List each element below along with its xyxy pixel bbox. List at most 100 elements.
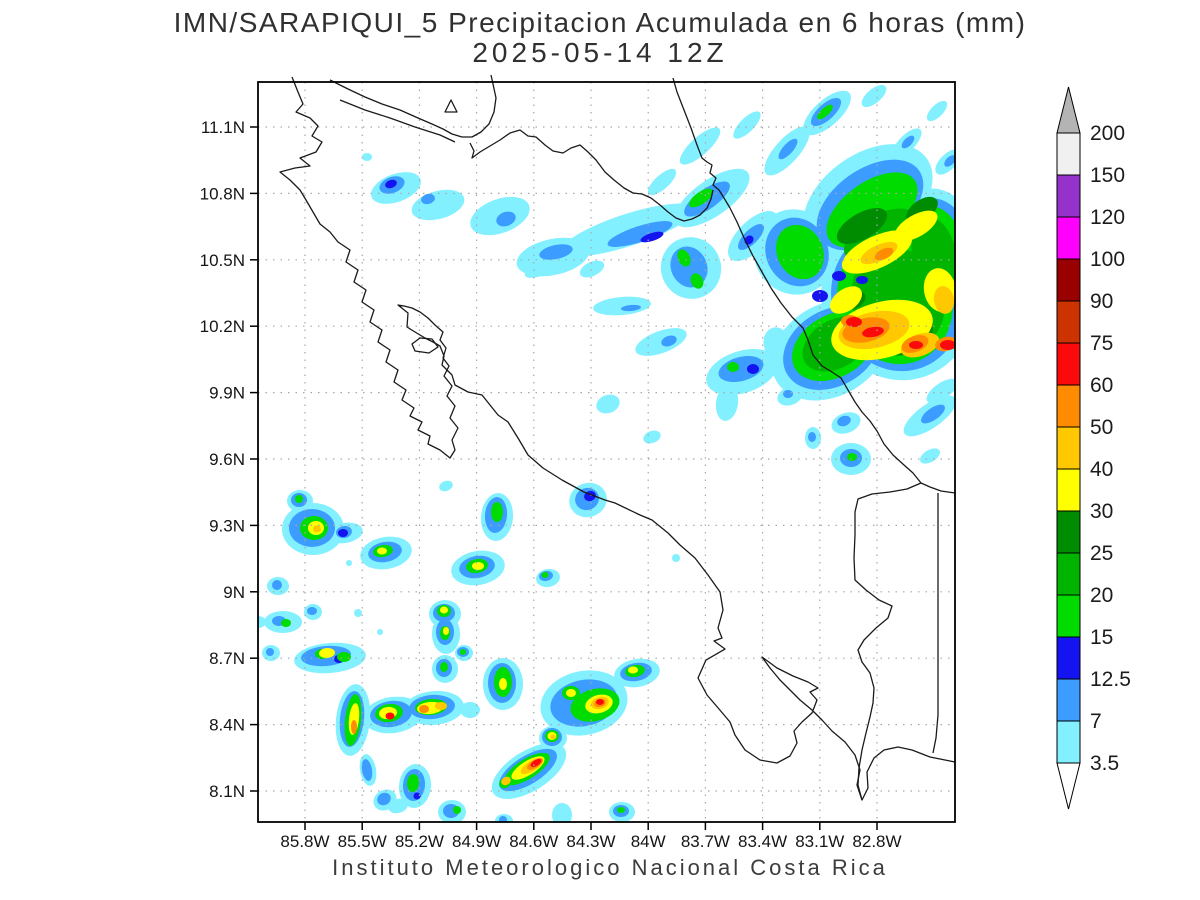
coastline-path: [853, 482, 922, 801]
colorbar-tick-label: 7: [1090, 710, 1102, 733]
precip-blob: [661, 335, 677, 347]
precip-blob: [621, 304, 641, 312]
precip-blob: [439, 480, 453, 492]
colorbar-tick-label: 100: [1090, 248, 1125, 271]
colorbar-segment: [1056, 552, 1081, 596]
y-tick-label: 10.8N: [200, 184, 245, 203]
precip-blob: [385, 712, 395, 720]
y-tick-label: 9N: [223, 583, 245, 602]
chart-subtitle: 2025-05-14 12Z: [472, 37, 728, 68]
precip-blob: [812, 290, 828, 302]
y-tick-label: 9.6N: [209, 450, 245, 469]
coastline-path: [932, 493, 939, 754]
precip-blob: [524, 262, 556, 278]
coastline-path: [329, 74, 497, 138]
precip-blob: [677, 249, 691, 267]
precip-blob: [909, 341, 923, 349]
colorbar-segment: [1056, 132, 1081, 176]
precip-blob: [501, 776, 511, 786]
basemap-outlines: [279, 74, 956, 801]
precip-blob: [715, 385, 739, 421]
colorbar-segment: [1056, 216, 1081, 260]
x-tick-label: 85.2W: [395, 832, 444, 851]
precip-blob: [491, 502, 503, 522]
x-tick-label: 85.8W: [280, 832, 329, 851]
precip-blob: [690, 273, 704, 289]
precip-blob: [647, 168, 677, 196]
precip-blob: [921, 404, 945, 424]
coastline-path: [339, 99, 456, 143]
colorbar-segment: [1056, 174, 1081, 218]
precip-blob: [776, 224, 824, 280]
precip-blob: [266, 648, 274, 656]
x-tick-label: 84.9W: [452, 832, 501, 851]
x-tick-label: 83.1W: [795, 832, 844, 851]
colorbar-segment: [1056, 468, 1081, 512]
precip-blob: [874, 247, 894, 261]
precip-blob: [727, 362, 739, 372]
precip-blob: [406, 774, 420, 792]
precip-blob: [643, 430, 661, 444]
y-tick-label: 9.9N: [209, 384, 245, 403]
precip-blob: [596, 394, 620, 414]
precip-blob: [361, 759, 373, 781]
x-tick-label: 84W: [631, 832, 666, 851]
precip-blob: [319, 647, 335, 659]
precip-blob: [579, 260, 605, 278]
precip-blob: [338, 529, 348, 537]
colorbar-over-arrow: [1056, 86, 1081, 134]
precip-blob: [440, 662, 448, 672]
precip-blob: [817, 104, 833, 120]
colorbar-segment: [1056, 720, 1081, 764]
x-tick-label: 82.8W: [852, 832, 901, 851]
colorbar-tick-label: 120: [1090, 206, 1125, 229]
y-tick-label: 8.4N: [209, 716, 245, 735]
precip-blob: [346, 560, 352, 566]
y-tick-label: 10.5N: [200, 251, 245, 270]
precip-blob: [460, 702, 480, 718]
colorbar-tick-label: 30: [1090, 500, 1113, 523]
colorbar-tick-label: 25: [1090, 542, 1113, 565]
precip-blob: [496, 211, 516, 227]
precip-blob: [689, 188, 713, 208]
precip-blob: [808, 432, 816, 442]
colorbar-tick-label: 20: [1090, 584, 1113, 607]
precip-blob: [747, 364, 759, 374]
precip-blob: [718, 355, 764, 383]
precip-blob: [944, 155, 955, 167]
precip-blob: [550, 734, 556, 740]
precip-blob: [901, 135, 915, 149]
precip-blob: [640, 231, 664, 243]
precip-blob: [337, 652, 351, 662]
precip-blob: [635, 328, 687, 356]
map-frame: [257, 81, 956, 823]
chart-title: IMN/SARAPIQUI_5 Precipitacion Acumulada …: [173, 7, 1027, 38]
precip-blob: [411, 189, 465, 221]
precip-blob: [539, 244, 573, 260]
y-tick-label: 8.1N: [209, 782, 245, 801]
x-tick-label: 83.7W: [681, 832, 730, 851]
coastline-path: [411, 337, 439, 354]
precip-blob: [362, 153, 372, 161]
y-tick-label: 9.3N: [209, 516, 245, 535]
precip-blob: [440, 606, 448, 614]
colorbar-tick-label: 60: [1090, 374, 1113, 397]
precip-blob: [499, 678, 507, 690]
precip-blob: [354, 609, 362, 617]
coastline-path: [444, 99, 458, 113]
y-tick-label: 11.1N: [201, 118, 245, 137]
colorbar-tick-label: 150: [1090, 164, 1125, 187]
x-tick-label: 84.6W: [509, 832, 558, 851]
precip-blob: [419, 705, 429, 713]
precip-blob: [832, 271, 846, 281]
precip-blob: [926, 100, 948, 122]
precip-blob: [733, 111, 761, 139]
precip-blob: [926, 378, 955, 404]
colorbar-tick-label: 12.5: [1090, 668, 1131, 691]
precip-blob: [847, 453, 857, 461]
colorbar-segment: [1056, 678, 1081, 722]
precip-blob: [856, 276, 868, 284]
precip-blob: [628, 666, 638, 674]
precip-blob: [596, 699, 604, 705]
footer-attribution: Instituto Meteorologico Nacional Costa R…: [332, 855, 888, 880]
